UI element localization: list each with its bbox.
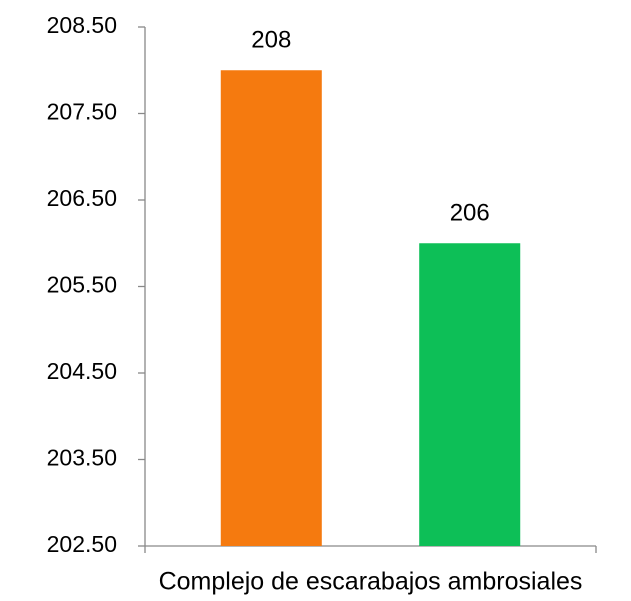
- bar: [220, 70, 322, 546]
- value-label: 208: [251, 27, 291, 54]
- y-tick-label: 207.50: [47, 99, 117, 125]
- y-tick-label: 203.50: [47, 445, 117, 471]
- y-tick-label: 206.50: [47, 185, 117, 211]
- y-tick-label: 202.50: [47, 531, 117, 557]
- y-tick-label: 208.50: [47, 12, 117, 38]
- value-label: 206: [450, 200, 490, 227]
- y-tick-label: 204.50: [47, 358, 117, 384]
- x-tick-label: Complejo de escarabajos ambrosiales: [159, 568, 583, 596]
- bar: [419, 243, 521, 546]
- y-tick-label: 205.50: [47, 272, 117, 298]
